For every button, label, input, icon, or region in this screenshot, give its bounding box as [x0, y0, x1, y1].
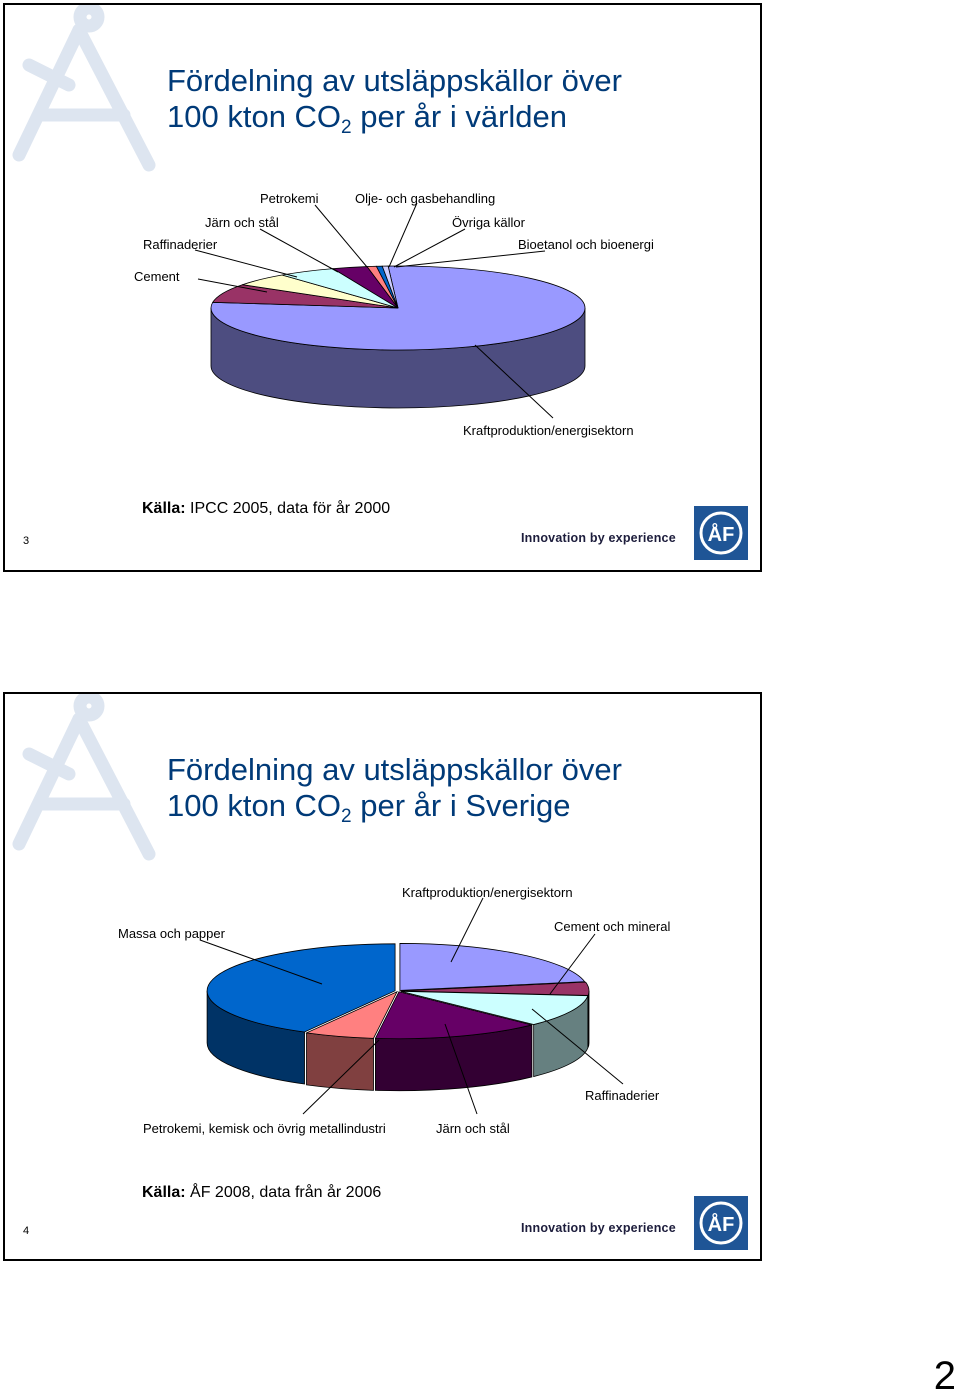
slice-label-cement: Cement	[134, 269, 180, 284]
slice-label-kraftproduktion: Kraftproduktion/energisektorn	[463, 423, 634, 438]
slice-label-kraftproduktion: Kraftproduktion/energisektorn	[402, 885, 573, 900]
svg-text:ÅF: ÅF	[708, 522, 735, 546]
slice-label-petrokemi: Petrokemi	[260, 191, 319, 206]
pie-slice-4-side	[306, 1032, 374, 1091]
slice-label-raffinaderier: Raffinaderier	[143, 237, 218, 252]
pie-slice-0	[399, 943, 586, 991]
slide-number: 4	[23, 1225, 30, 1237]
pie-chart-world: Cement Raffinaderier Järn och stål Petro…	[134, 191, 654, 438]
pie-slice-4	[305, 990, 398, 1039]
af-watermark-icon	[12, 694, 156, 861]
slide-number: 3	[23, 535, 30, 547]
tagline: Innovation by experience	[521, 1221, 676, 1235]
slide-world: Fördelning av utsläppskällor över 100 kto…	[3, 3, 762, 572]
af-watermark-icon	[12, 5, 156, 172]
pie-chart-sweden: Kraftproduktion/energisektorn Massa och …	[118, 885, 670, 1136]
slice-label-bioetanol: Bioetanol och bioenergi	[518, 237, 654, 252]
pie-slice-7	[381, 265, 399, 309]
leader-lines	[199, 897, 624, 1115]
source-note: Källa: IPCC 2005, data för år 2000	[142, 500, 391, 517]
slice-label-cement-och-mineral: Cement och mineral	[554, 919, 670, 934]
source-note: Källa: ÅF 2008, data från år 2006	[142, 1184, 382, 1201]
af-logo-icon: ÅF	[694, 506, 748, 560]
slice-label-raffinaderier: Raffinaderier	[585, 1088, 660, 1103]
pie-slice-5	[206, 943, 396, 1033]
slide-title: Fördelning av utsläppskällor över 100 kto…	[167, 63, 622, 138]
slice-label-massa-och-papper: Massa och papper	[118, 926, 226, 941]
slide-sweden: Fördelning av utsläppskällor över 100 kto…	[3, 692, 762, 1261]
slice-label-petrokemi: Petrokemi, kemisk och övrig metallindust…	[143, 1121, 386, 1136]
slice-label-jarn-och-stal: Järn och stål	[205, 215, 279, 230]
slide-title: Fördelning av utsläppskällor över 100 kto…	[167, 752, 622, 827]
tagline: Innovation by experience	[521, 531, 676, 545]
slice-label-ovriga-kallor: Övriga källor	[452, 215, 526, 230]
leader-lines	[194, 202, 554, 419]
slice-label-jarn-och-stal: Järn och stål	[436, 1121, 510, 1136]
pie-slice-1-side	[587, 990, 590, 1048]
page-number: 2	[933, 1354, 956, 1398]
svg-text:ÅF: ÅF	[708, 1212, 735, 1236]
af-logo-icon: ÅF	[694, 1196, 748, 1250]
slice-label-olje-och-gas: Olje- och gasbehandling	[355, 191, 495, 206]
pie-slice-3	[374, 991, 533, 1040]
